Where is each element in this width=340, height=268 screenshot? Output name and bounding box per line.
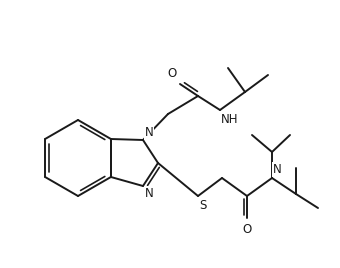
Text: N: N (145, 126, 154, 139)
Text: S: S (199, 199, 206, 212)
Text: O: O (168, 67, 177, 80)
Text: O: O (242, 223, 252, 236)
Text: NH: NH (221, 113, 238, 126)
Text: N: N (145, 187, 154, 200)
Text: N: N (273, 163, 282, 176)
